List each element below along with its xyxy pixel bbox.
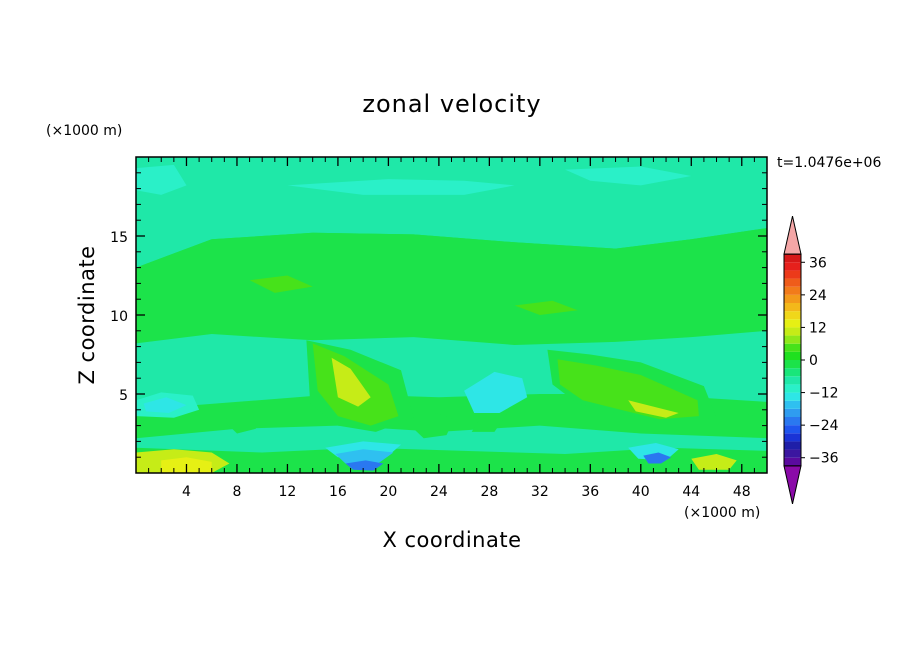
colorbar-segment xyxy=(784,286,801,295)
y-tick-label: 15 xyxy=(110,230,128,246)
colorbar-segment xyxy=(784,327,801,336)
colorbar-segment xyxy=(784,376,801,385)
x-axis-unit: (×1000 m) xyxy=(684,505,760,521)
x-tick-label: 16 xyxy=(329,484,347,500)
y-tick-label: 10 xyxy=(110,309,128,325)
colorbar-segment xyxy=(784,319,801,328)
colorbar-segment xyxy=(784,449,801,458)
contour-region-30 xyxy=(514,300,578,315)
contour-region-25 xyxy=(643,452,672,464)
contour-region-9 xyxy=(557,359,699,420)
x-tick-label: 40 xyxy=(632,484,650,500)
colorbar-segment xyxy=(784,351,801,360)
colorbar-segment xyxy=(784,360,801,369)
colorbar-segment xyxy=(784,433,801,442)
colorbar-segment xyxy=(784,392,801,401)
colorbar-segment xyxy=(784,408,801,417)
colorbar-segment xyxy=(784,311,801,320)
time-label: t=1.0476e+06 xyxy=(777,155,881,171)
contour-region-1 xyxy=(136,228,767,345)
colorbar-segment xyxy=(784,425,801,434)
contour-region-7 xyxy=(331,357,371,407)
y-axis-ticks: 5 10 15 xyxy=(110,172,767,458)
x-axis-ticks: 4 8 12 16 20 24 28 32 36 40 44 48 xyxy=(148,157,755,500)
contour-region-4 xyxy=(136,447,767,473)
colorbar-tick-label: −36 xyxy=(809,451,839,467)
colorbar-segment xyxy=(784,368,801,377)
x-tick-label: 48 xyxy=(733,484,751,500)
x-tick-label: 8 xyxy=(232,484,241,500)
y-tick-label: 5 xyxy=(119,388,128,404)
colorbar-segment xyxy=(784,270,801,279)
contour-region-20 xyxy=(464,371,528,413)
colorbar-segment xyxy=(784,384,801,393)
contour-region-28 xyxy=(691,454,737,470)
x-tick-label: 44 xyxy=(682,484,700,500)
colorbar-segment xyxy=(784,335,801,344)
contour-region-18 xyxy=(287,179,515,195)
colorbar-segment xyxy=(784,262,801,271)
colorbar: 36 24 12 0 −12 −24 −36 xyxy=(783,216,839,504)
colorbar-under-arrow xyxy=(783,465,802,504)
colorbar-segment xyxy=(784,254,801,263)
colorbar-tick-label: 0 xyxy=(809,353,818,369)
colorbar-tick-label: −12 xyxy=(809,386,839,402)
x-tick-label: 4 xyxy=(182,484,191,500)
contour-region-10 xyxy=(628,400,679,418)
colorbar-segment xyxy=(784,278,801,287)
x-tick-label: 24 xyxy=(430,484,448,500)
x-axis-title: X coordinate xyxy=(382,528,521,552)
contour-region-12 xyxy=(413,413,454,439)
colorbar-segment xyxy=(784,303,801,312)
colorbar-segment xyxy=(784,294,801,303)
contour-region-0 xyxy=(136,157,767,268)
contour-region-14 xyxy=(729,409,761,437)
colorbar-segment xyxy=(784,343,801,352)
y-axis-unit: (×1000 m) xyxy=(46,123,122,139)
contour-region-23 xyxy=(345,460,384,471)
colorbar-segment xyxy=(784,417,801,426)
colorbar-segment xyxy=(784,400,801,409)
colorbar-segment xyxy=(784,441,801,450)
colorbar-tick-label: 36 xyxy=(809,255,827,271)
colorbar-over-arrow xyxy=(783,216,802,255)
contour-region-29 xyxy=(249,275,313,293)
colorbar-tick-label: 12 xyxy=(809,320,827,336)
x-tick-label: 20 xyxy=(379,484,397,500)
contour-region-22 xyxy=(335,449,394,466)
x-tick-label: 36 xyxy=(581,484,599,500)
contour-region-19 xyxy=(565,166,692,186)
chart-title: zonal velocity xyxy=(362,90,541,118)
y-axis-title: Z coordinate xyxy=(75,245,99,384)
contour-region-16 xyxy=(143,397,187,413)
colorbar-tick-label: 24 xyxy=(809,288,827,304)
contour-fill-layer xyxy=(136,157,767,473)
contour-region-11 xyxy=(225,405,256,434)
colorbar-tick-label: −24 xyxy=(809,418,839,434)
x-tick-label: 28 xyxy=(480,484,498,500)
contour-region-17 xyxy=(136,164,187,195)
x-tick-label: 12 xyxy=(279,484,297,500)
colorbar-segment xyxy=(784,457,801,466)
x-tick-label: 32 xyxy=(531,484,549,500)
